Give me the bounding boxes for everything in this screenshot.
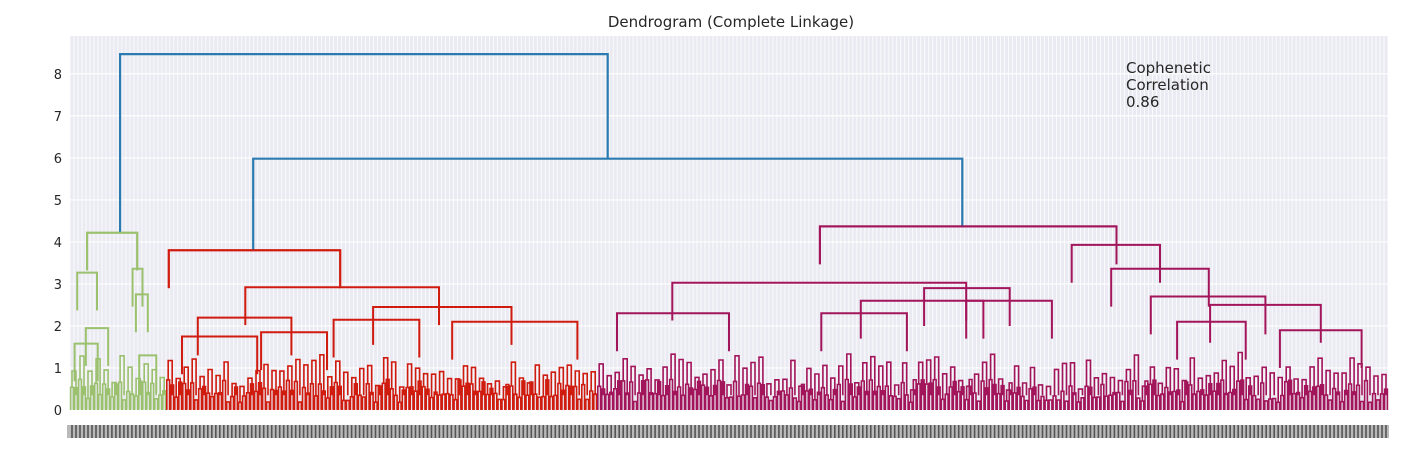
- y-tick-label: 6: [54, 152, 62, 167]
- y-tick-label: 5: [54, 194, 62, 209]
- cluster-1-merge: [138, 354, 158, 394]
- y-tick-label: 1: [54, 362, 62, 377]
- dendrogram-links: [69, 53, 1389, 410]
- y-axis: 0 1 2 3 4 5 6 7 8: [54, 68, 62, 419]
- cophenetic-annotation: Cophenetic Correlation 0.86: [1126, 59, 1216, 111]
- cluster-1-merge: [84, 327, 110, 366]
- y-tick-label: 7: [54, 110, 62, 125]
- y-tick-label: 4: [54, 236, 62, 251]
- cluster-1-merge: [76, 271, 98, 311]
- cluster-2-merge: [260, 331, 328, 371]
- y-tick-label: 8: [54, 68, 62, 83]
- cluster-3-leaf-links: [597, 351, 1389, 410]
- y-tick-label: 2: [54, 320, 62, 335]
- cluster-2-merge: [181, 335, 259, 375]
- annotation-line-2: Correlation: [1126, 76, 1209, 94]
- x-axis-leaf-labels: [67, 425, 1389, 438]
- cluster-1-top: [86, 231, 139, 271]
- x-grid-lines: [69, 36, 1389, 410]
- cluster-2-merge: [332, 318, 421, 358]
- chart-title: Dendrogram (Complete Linkage): [608, 13, 854, 31]
- annotation-line-1: Cophenetic: [1126, 59, 1211, 77]
- x-tick-labels: [71, 425, 1387, 438]
- cluster-2-leaf-links: [166, 354, 598, 410]
- upper-merge-links: [119, 53, 964, 251]
- cluster-2-top: [167, 249, 342, 289]
- cluster-2-merge: [244, 286, 440, 326]
- cluster-2-merge: [451, 320, 579, 360]
- cluster-1-leaf-links: [69, 355, 167, 410]
- cluster-3-merge: [820, 312, 908, 352]
- y-tick-label: 3: [54, 278, 62, 293]
- cluster-3-merge: [1176, 320, 1247, 360]
- cluster-3-top: [818, 225, 1118, 265]
- y-tick-label: 0: [54, 404, 62, 419]
- cluster-3-merge: [671, 281, 968, 321]
- cluster-3-merge: [859, 299, 985, 339]
- cluster-2-merge: [372, 306, 513, 345]
- annotation-value: 0.86: [1126, 93, 1159, 111]
